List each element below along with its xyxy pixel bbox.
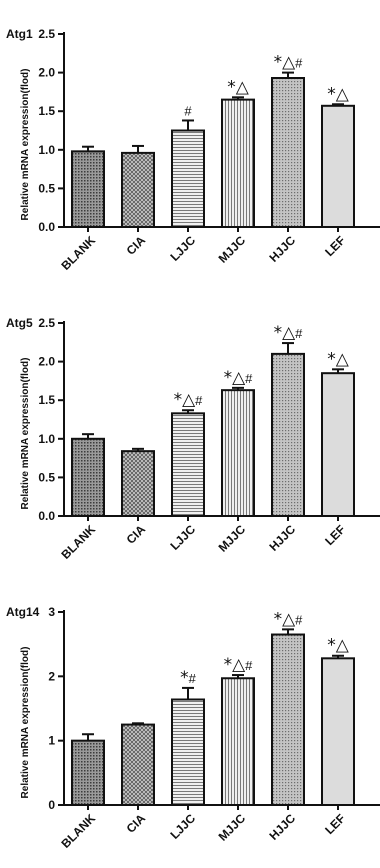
- y-tick-label: 1.5: [38, 104, 55, 118]
- bar-hjjc: [271, 352, 305, 517]
- panel-label: Atg5: [6, 316, 33, 330]
- x-tick-label: HJJC: [267, 522, 299, 554]
- chart-atg5: Atg5 Relative mRNA expression(flod) 0.0 0.5…: [0, 289, 380, 578]
- y-tick-label: 0.0: [38, 509, 55, 523]
- bar-mjjc: [221, 677, 255, 806]
- y-tick-label: 0: [48, 798, 55, 812]
- x-tick-label: MJJC: [216, 233, 249, 266]
- y-tick-label: 1.0: [38, 143, 55, 157]
- significance-label-5: *△: [327, 84, 350, 104]
- significance-label-5: *△: [327, 636, 350, 656]
- significance-label-2: *#: [180, 668, 197, 688]
- y-tick-label: 0.5: [38, 470, 55, 484]
- significance-label-2: *△#: [174, 390, 204, 410]
- x-tick-label: LJJC: [167, 811, 198, 842]
- bar-lef: [321, 372, 355, 518]
- significance-label-4: *△#: [274, 323, 304, 343]
- significance-label-2: #: [184, 103, 192, 118]
- significance-label-3: *△#: [224, 368, 254, 388]
- bar-blank: [71, 437, 105, 517]
- x-tick-label: LEF: [322, 233, 348, 259]
- bar-cia: [121, 151, 155, 228]
- bar-ljjc: [171, 129, 205, 228]
- panel-label: Atg1: [6, 27, 33, 41]
- x-tick-label: BLANK: [59, 233, 99, 273]
- x-tick-label: HJJC: [267, 811, 299, 843]
- y-tick-label: 1.5: [38, 393, 55, 407]
- x-tick-label: HJJC: [267, 233, 299, 265]
- significance-label-4: *△#: [274, 609, 304, 629]
- x-tick-label: CIA: [124, 233, 149, 258]
- x-tick-label: LEF: [322, 811, 348, 837]
- x-tick-label: MJJC: [216, 811, 249, 844]
- y-tick-label: 2.0: [38, 66, 55, 80]
- bar-hjjc: [271, 77, 305, 228]
- bar-mjjc: [221, 98, 255, 228]
- bar-cia: [121, 723, 155, 806]
- significance-label-5: *△: [327, 349, 350, 369]
- x-tick-label: BLANK: [59, 522, 99, 562]
- y-axis-label: Relative mRNA expression(flod): [20, 647, 31, 799]
- y-axis-label: Relative mRNA expression(flod): [20, 358, 31, 510]
- x-tick-label: MJJC: [216, 522, 249, 555]
- y-tick-label: 2: [48, 669, 55, 683]
- bar-mjjc: [221, 389, 255, 517]
- x-tick-label: CIA: [124, 811, 149, 836]
- x-tick-label: LEF: [322, 522, 348, 548]
- y-tick-label: 1.0: [38, 432, 55, 446]
- y-tick-label: 2.5: [38, 316, 55, 330]
- y-tick-label: 3: [48, 605, 55, 619]
- x-tick-label: LJJC: [167, 522, 198, 553]
- bar-cia: [121, 450, 155, 517]
- chart-atg14: Atg14 Relative mRNA expression(flod) 0 1 2 3 B…: [0, 578, 380, 867]
- significance-label-3: *△#: [224, 655, 254, 675]
- chart-atg1: Atg1 Relative mRNA expression(flod) 0.0 0.5…: [0, 0, 380, 289]
- x-tick-label: LJJC: [167, 233, 198, 264]
- bar-lef: [321, 104, 355, 228]
- x-tick-label: BLANK: [59, 811, 99, 851]
- bar-hjjc: [271, 633, 305, 807]
- bar-ljjc: [171, 412, 205, 517]
- bar-ljjc: [171, 698, 205, 806]
- y-tick-label: 0.0: [38, 220, 55, 234]
- bar-blank: [71, 150, 105, 228]
- panel-label: Atg14: [6, 605, 40, 619]
- bar-lef: [321, 657, 355, 806]
- bar-blank: [71, 739, 105, 807]
- significance-label-3: *△: [227, 77, 250, 97]
- y-tick-label: 2.0: [38, 355, 55, 369]
- y-tick-label: 1: [48, 734, 55, 748]
- y-tick-label: 0.5: [38, 181, 55, 195]
- y-axis-label: Relative mRNA expression(flod): [20, 69, 31, 221]
- significance-label-4: *△#: [274, 53, 304, 73]
- x-tick-label: CIA: [124, 522, 149, 547]
- y-tick-label: 2.5: [38, 27, 55, 41]
